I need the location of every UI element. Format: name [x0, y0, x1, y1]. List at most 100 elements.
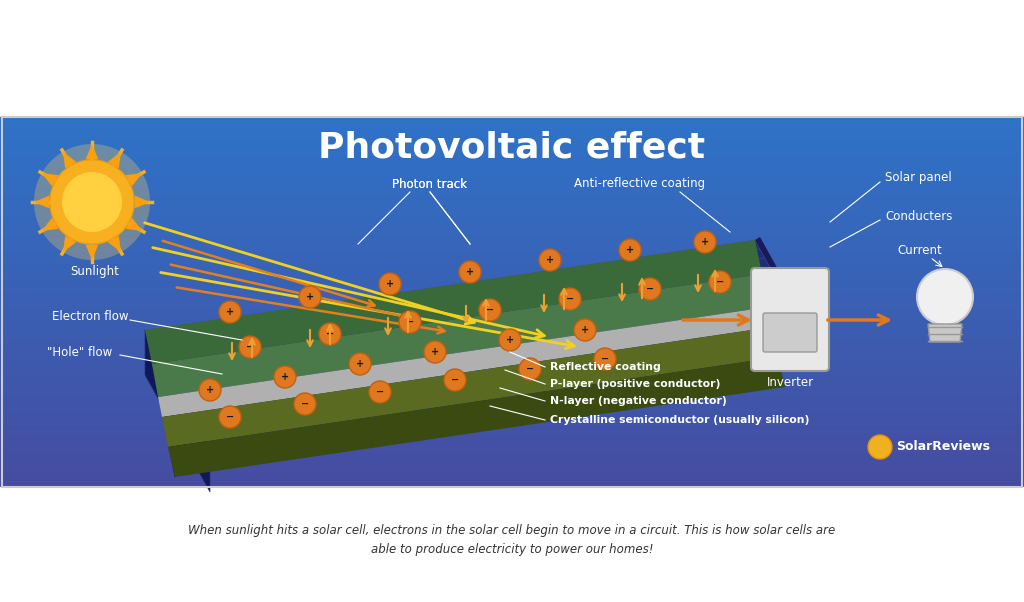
Bar: [0, 580, 1024, 583]
Bar: [0, 326, 1024, 328]
Bar: [0, 498, 1024, 500]
Bar: [0, 571, 1024, 573]
Bar: [0, 374, 1024, 376]
Bar: [0, 301, 1024, 304]
Bar: [0, 321, 1024, 323]
Text: Photon track: Photon track: [392, 178, 468, 190]
Bar: [0, 468, 1024, 471]
Bar: [0, 267, 1024, 270]
Bar: [0, 185, 1024, 187]
Bar: [0, 202, 1024, 204]
Bar: [0, 418, 1024, 420]
Bar: [0, 277, 1024, 279]
Bar: [0, 229, 1024, 231]
Bar: [0, 432, 1024, 435]
Bar: [0, 238, 1024, 241]
Text: +: +: [386, 279, 394, 289]
Bar: [0, 411, 1024, 413]
Circle shape: [639, 278, 662, 300]
Bar: [0, 352, 1024, 355]
Text: Conducters: Conducters: [885, 211, 952, 223]
Bar: [0, 600, 1024, 602]
Polygon shape: [108, 235, 121, 252]
Bar: [0, 197, 1024, 199]
Bar: [0, 487, 1024, 602]
Polygon shape: [42, 218, 58, 231]
Bar: [0, 330, 1024, 333]
Polygon shape: [145, 240, 820, 447]
Bar: [0, 495, 1024, 498]
Bar: [0, 345, 1024, 347]
Circle shape: [709, 271, 731, 293]
Polygon shape: [928, 324, 962, 342]
Bar: [0, 493, 1024, 495]
Circle shape: [574, 319, 596, 341]
Bar: [0, 379, 1024, 381]
Text: Photon track: Photon track: [392, 178, 468, 190]
Bar: [0, 592, 1024, 595]
Bar: [0, 461, 1024, 464]
Bar: [0, 488, 1024, 491]
Polygon shape: [145, 330, 210, 492]
Bar: [0, 248, 1024, 250]
Bar: [0, 471, 1024, 474]
Bar: [0, 265, 1024, 267]
Bar: [0, 534, 1024, 536]
Bar: [0, 546, 1024, 548]
Bar: [0, 476, 1024, 479]
Text: −: −: [226, 412, 234, 422]
Text: +: +: [701, 237, 709, 247]
Bar: [0, 481, 1024, 483]
Bar: [0, 194, 1024, 197]
Text: −: −: [326, 329, 334, 339]
Polygon shape: [86, 244, 98, 260]
Bar: [0, 486, 1024, 488]
Bar: [0, 381, 1024, 383]
Bar: [0, 129, 1024, 132]
Bar: [0, 246, 1024, 248]
Polygon shape: [158, 307, 772, 417]
Circle shape: [369, 381, 391, 403]
Bar: [0, 311, 1024, 314]
Bar: [0, 154, 1024, 156]
Bar: [0, 406, 1024, 408]
Polygon shape: [126, 218, 142, 231]
Bar: [0, 289, 1024, 291]
Text: +: +: [356, 359, 365, 369]
Bar: [0, 500, 1024, 503]
Bar: [0, 585, 1024, 588]
Text: +: +: [626, 245, 634, 255]
Bar: [0, 573, 1024, 576]
Bar: [0, 156, 1024, 158]
Bar: [0, 151, 1024, 154]
Bar: [0, 430, 1024, 432]
Bar: [0, 510, 1024, 512]
Polygon shape: [168, 357, 785, 477]
Text: Solar panel: Solar panel: [885, 170, 951, 184]
Bar: [0, 456, 1024, 459]
Bar: [0, 563, 1024, 566]
Bar: [0, 284, 1024, 287]
Circle shape: [219, 301, 241, 323]
Bar: [0, 299, 1024, 301]
Bar: [0, 222, 1024, 224]
Bar: [0, 175, 1024, 178]
Text: −: −: [601, 354, 609, 364]
Circle shape: [399, 311, 421, 333]
Bar: [0, 423, 1024, 425]
Bar: [0, 291, 1024, 294]
Bar: [0, 383, 1024, 386]
Text: −: −: [376, 387, 384, 397]
Circle shape: [618, 239, 641, 261]
Bar: [0, 503, 1024, 505]
Bar: [0, 444, 1024, 447]
FancyBboxPatch shape: [751, 268, 829, 371]
Bar: [0, 505, 1024, 507]
Bar: [0, 427, 1024, 430]
Bar: [0, 403, 1024, 406]
Bar: [0, 122, 1024, 124]
Bar: [0, 578, 1024, 580]
Circle shape: [274, 366, 296, 388]
Bar: [0, 512, 1024, 515]
Bar: [0, 394, 1024, 396]
